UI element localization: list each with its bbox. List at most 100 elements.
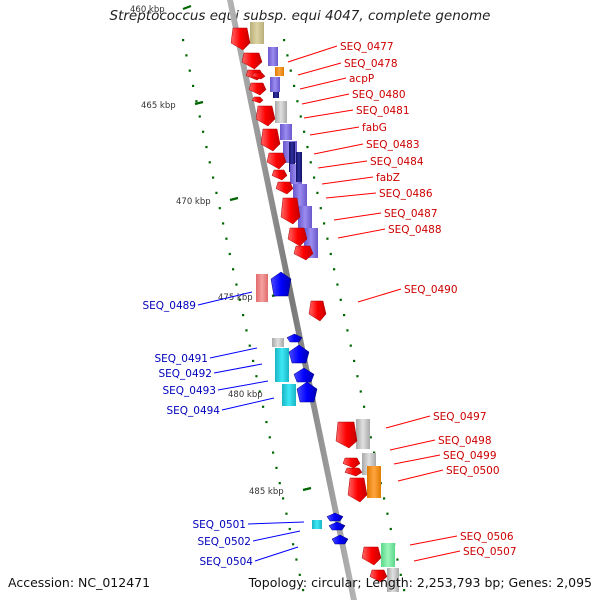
major-tick — [194, 100, 204, 106]
inner-scale-tick — [205, 145, 208, 149]
inner-scale-tick — [225, 237, 228, 240]
inner-scale-tick — [252, 359, 255, 363]
feature-bar — [280, 124, 292, 140]
label-leader — [221, 397, 275, 411]
feature-bar — [289, 142, 295, 172]
inner-scale-tick — [272, 451, 275, 454]
gene-label-acpp: acpP — [349, 73, 374, 85]
gene-label-seq-0477: SEQ_0477 — [340, 41, 394, 53]
forward-gene-arrow — [255, 105, 276, 127]
outer-scale-tick — [286, 54, 289, 57]
inner-scale-tick — [258, 390, 261, 393]
label-leader — [333, 212, 382, 221]
gene-label-fabg: fabG — [362, 122, 387, 134]
inner-scale-tick — [198, 115, 201, 118]
outer-scale-tick — [373, 451, 376, 454]
label-leader — [393, 454, 441, 465]
gene-label-seq-0492: SEQ_0492 — [158, 368, 212, 380]
inner-scale-tick — [242, 314, 245, 317]
gene-label-seq-0489: SEQ_0489 — [142, 300, 196, 312]
reverse-gene-arrow — [328, 521, 346, 531]
inner-scale-tick — [302, 589, 305, 592]
inner-scale-tick — [255, 375, 258, 378]
inner-scale-tick — [202, 130, 205, 133]
gene-label-seq-0491: SEQ_0491 — [154, 353, 208, 365]
feature-bar — [275, 348, 289, 382]
label-leader — [321, 176, 374, 185]
feature-bar — [272, 338, 284, 347]
feature-bar — [273, 92, 279, 98]
feature-bar — [282, 384, 296, 406]
outer-scale-tick — [343, 314, 346, 317]
outer-scale-tick — [349, 344, 352, 347]
label-leader — [197, 291, 253, 306]
label-leader — [209, 347, 258, 359]
inner-scale-tick — [238, 298, 241, 301]
gene-label-seq-0501: SEQ_0501 — [192, 519, 246, 531]
forward-gene-arrow — [241, 52, 263, 70]
outer-scale-tick — [346, 329, 349, 332]
inner-scale-tick — [182, 39, 185, 42]
label-leader — [213, 363, 263, 374]
gene-label-seq-0478: SEQ_0478 — [344, 58, 398, 70]
gene-label-seq-0481: SEQ_0481 — [356, 105, 410, 117]
outer-scale-tick — [396, 558, 399, 561]
label-leader — [397, 469, 444, 482]
outer-scale-tick — [339, 298, 342, 301]
reverse-gene-arrow — [331, 534, 349, 545]
inner-scale-tick — [295, 558, 298, 561]
reverse-gene-arrow — [270, 271, 292, 297]
reverse-gene-arrow — [296, 381, 318, 403]
gene-label-seq-0500: SEQ_0500 — [446, 465, 500, 477]
inner-scale-tick — [195, 100, 198, 103]
gene-label-seq-0483: SEQ_0483 — [366, 139, 420, 151]
forward-gene-arrow — [293, 245, 314, 261]
gene-label-seq-0480: SEQ_0480 — [352, 89, 406, 101]
outer-scale-tick — [386, 512, 389, 515]
outer-scale-tick — [316, 191, 319, 194]
gene-label-seq-0504: SEQ_0504 — [199, 556, 253, 568]
outer-scale-tick — [329, 252, 332, 256]
inner-scale-tick — [188, 69, 191, 72]
scale-label: 480 kbp — [228, 390, 263, 400]
forward-gene-arrow — [287, 227, 308, 247]
outer-scale-tick — [303, 130, 306, 133]
inner-scale-tick — [212, 176, 215, 179]
forward-gene-arrow — [260, 128, 281, 152]
feature-bar — [270, 77, 280, 92]
inner-scale-tick — [278, 482, 281, 485]
feature-bar — [367, 466, 381, 498]
forward-gene-arrow — [369, 569, 388, 583]
major-tick — [302, 486, 312, 492]
label-leader — [337, 228, 386, 239]
scale-label: 465 kbp — [141, 101, 176, 111]
forward-gene-arrow — [251, 72, 266, 80]
gene-label-fabz: fabZ — [376, 172, 400, 184]
feature-bar — [356, 419, 370, 449]
outer-scale-tick — [403, 589, 406, 592]
outer-scale-tick — [293, 84, 296, 88]
feature-bar — [298, 206, 312, 228]
gene-label-seq-0502: SEQ_0502 — [197, 536, 251, 548]
outer-scale-tick — [356, 375, 359, 378]
forward-gene-arrow — [275, 181, 294, 195]
outer-scale-tick — [333, 268, 336, 271]
forward-gene-arrow — [248, 82, 267, 96]
inner-scale-tick — [292, 543, 295, 546]
feature-bar — [268, 47, 278, 66]
inner-scale-tick — [288, 527, 291, 531]
label-leader — [413, 550, 461, 562]
feature-bar — [381, 543, 395, 567]
outer-scale-tick — [296, 100, 299, 103]
outer-scale-tick — [363, 405, 366, 408]
outer-scale-tick — [289, 69, 292, 72]
label-leader — [252, 530, 301, 542]
outer-scale-tick — [389, 527, 392, 531]
inner-scale-tick — [208, 161, 211, 164]
gene-label-seq-0484: SEQ_0484 — [370, 156, 424, 168]
gene-label-seq-0490: SEQ_0490 — [404, 284, 458, 296]
label-leader — [317, 160, 368, 169]
forward-gene-arrow — [335, 421, 358, 449]
reverse-gene-arrow — [326, 512, 344, 522]
